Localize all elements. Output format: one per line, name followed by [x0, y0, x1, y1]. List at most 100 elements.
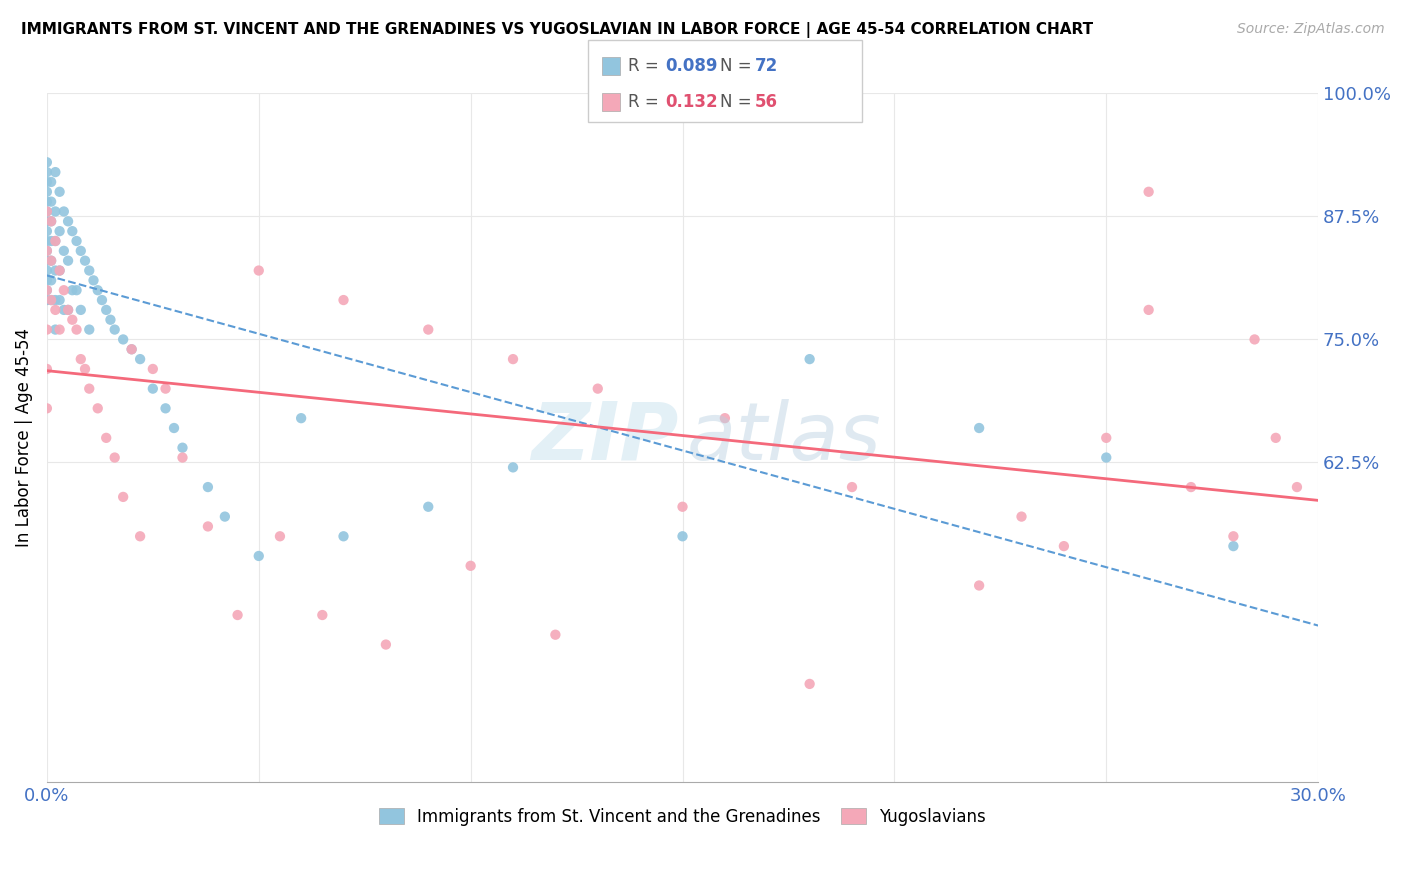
Point — [35, 194, 58, 209]
Y-axis label: In Labor Force | Age 45-54: In Labor Force | Age 45-54 — [15, 328, 32, 548]
Point — [967, 421, 990, 435]
Text: R =: R = — [628, 93, 665, 111]
Point — [39, 273, 62, 287]
Point — [197, 480, 219, 494]
Point — [56, 302, 79, 317]
Point — [1095, 431, 1118, 445]
Point — [121, 343, 143, 357]
Point — [44, 165, 66, 179]
Point — [96, 302, 118, 317]
Point — [226, 607, 249, 622]
Point — [197, 519, 219, 533]
Point — [35, 362, 58, 376]
Point — [96, 431, 118, 445]
Point — [142, 362, 165, 376]
Point — [35, 283, 58, 297]
Point — [44, 263, 66, 277]
Point — [35, 204, 58, 219]
Point — [48, 224, 70, 238]
Point — [100, 312, 122, 326]
Point — [311, 607, 333, 622]
Point — [52, 302, 75, 317]
Legend: Immigrants from St. Vincent and the Grenadines, Yugoslavians: Immigrants from St. Vincent and the Gren… — [373, 801, 993, 832]
Point — [35, 234, 58, 248]
Point — [52, 244, 75, 258]
Point — [73, 362, 96, 376]
Point — [48, 263, 70, 277]
Point — [73, 253, 96, 268]
Text: N =: N = — [720, 57, 756, 76]
Point — [841, 480, 863, 494]
Point — [374, 638, 396, 652]
Point — [39, 293, 62, 307]
Point — [44, 234, 66, 248]
Point — [48, 293, 70, 307]
Point — [799, 352, 821, 367]
Point — [671, 500, 693, 514]
Text: 0.132: 0.132 — [665, 93, 717, 111]
Point — [44, 322, 66, 336]
Point — [77, 322, 100, 336]
Point — [35, 155, 58, 169]
Point — [35, 175, 58, 189]
Point — [269, 529, 291, 543]
Point — [1095, 450, 1118, 465]
Text: IMMIGRANTS FROM ST. VINCENT AND THE GRENADINES VS YUGOSLAVIAN IN LABOR FORCE | A: IMMIGRANTS FROM ST. VINCENT AND THE GREN… — [21, 22, 1094, 38]
Text: N =: N = — [720, 93, 756, 111]
Point — [247, 263, 270, 277]
Point — [1222, 529, 1244, 543]
Point — [77, 263, 100, 277]
Point — [332, 529, 354, 543]
Point — [1011, 509, 1033, 524]
Text: Source: ZipAtlas.com: Source: ZipAtlas.com — [1237, 22, 1385, 37]
Point — [44, 204, 66, 219]
Point — [172, 441, 194, 455]
Point — [714, 411, 737, 425]
Point — [35, 322, 58, 336]
Point — [290, 411, 312, 425]
Point — [163, 421, 186, 435]
Point — [35, 283, 58, 297]
Point — [104, 450, 127, 465]
Point — [129, 529, 152, 543]
Point — [39, 175, 62, 189]
Point — [35, 263, 58, 277]
Point — [77, 382, 100, 396]
Point — [112, 490, 135, 504]
Point — [214, 509, 236, 524]
Point — [142, 382, 165, 396]
Point — [1137, 302, 1160, 317]
Point — [44, 302, 66, 317]
Point — [39, 194, 62, 209]
Point — [155, 382, 177, 396]
Point — [35, 224, 58, 238]
Text: 56: 56 — [755, 93, 778, 111]
Point — [35, 253, 58, 268]
Point — [544, 628, 567, 642]
Point — [671, 529, 693, 543]
Point — [39, 214, 62, 228]
Point — [35, 401, 58, 416]
Point — [104, 322, 127, 336]
Point — [1137, 185, 1160, 199]
Point — [91, 293, 114, 307]
Point — [39, 293, 62, 307]
Point — [52, 204, 75, 219]
Point — [35, 204, 58, 219]
Point — [56, 253, 79, 268]
Point — [418, 500, 440, 514]
Point — [35, 214, 58, 228]
Point — [69, 302, 91, 317]
Point — [247, 549, 270, 563]
Point — [44, 234, 66, 248]
Point — [121, 343, 143, 357]
Point — [1053, 539, 1076, 553]
Point — [52, 283, 75, 297]
Point — [48, 185, 70, 199]
Point — [1222, 539, 1244, 553]
Point — [87, 283, 110, 297]
Point — [155, 401, 177, 416]
Point — [799, 677, 821, 691]
Point — [35, 244, 58, 258]
Text: 0.089: 0.089 — [665, 57, 717, 76]
